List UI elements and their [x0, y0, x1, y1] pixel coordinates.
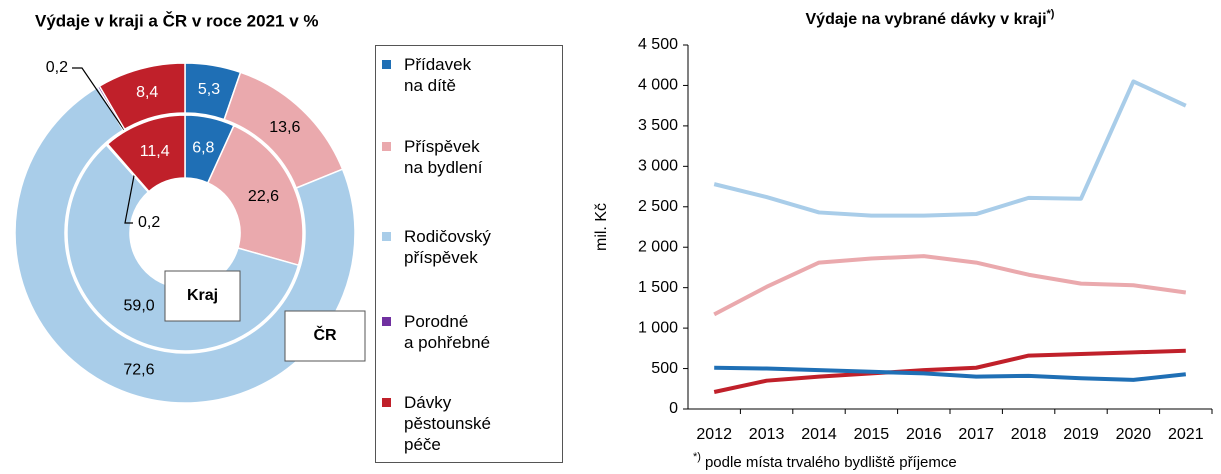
- slice-label: 0,2: [46, 59, 68, 76]
- slice-label: 59,0: [124, 298, 155, 315]
- y-tick-label: 2 000: [638, 238, 678, 255]
- slice-label: 72,6: [123, 362, 154, 379]
- x-tick-label: 2019: [1063, 426, 1099, 443]
- footnote-mark: *): [693, 451, 701, 463]
- x-tick-label: 2012: [696, 426, 732, 443]
- series-name: Kraj: [187, 287, 218, 304]
- slice-label: 5,3: [198, 81, 220, 98]
- legend: Přídavek na dítě Příspěvek na bydlení Rodi…: [375, 45, 563, 463]
- x-tick-label: 2015: [854, 426, 890, 443]
- x-tick-label: 2014: [801, 426, 837, 443]
- series-box: [164, 270, 241, 322]
- line-series: [713, 79, 1187, 218]
- series-name: ČR: [313, 325, 337, 344]
- legend-swatch: [382, 398, 391, 407]
- y-tick-label: 3 500: [638, 117, 678, 134]
- line-series: [713, 254, 1187, 317]
- line-title: Výdaje na vybrané dávky v kraji*): [806, 8, 1055, 28]
- slice-label: 8,4: [136, 84, 158, 101]
- line-series: [714, 365, 1187, 382]
- donut-slice: [14, 86, 356, 404]
- legend-swatch: [382, 142, 391, 151]
- title-mark: *): [1047, 8, 1055, 20]
- y-tick-label: 0: [669, 400, 678, 417]
- footnote: *) podle místa trvalého bydliště příjemce: [693, 451, 957, 471]
- legend-swatch: [382, 232, 391, 241]
- y-tick-label: 3 000: [638, 158, 678, 175]
- y-tick-label: 500: [651, 360, 678, 377]
- legend-swatch: [382, 60, 391, 69]
- y-tick-label: 4 500: [638, 36, 678, 53]
- legend-swatch: [382, 317, 391, 326]
- legend-item: Rodičovský příspěvek: [382, 226, 491, 268]
- donut-title: Výdaje v kraji a ČR v roce 2021 v %: [35, 11, 319, 30]
- legend-label: Příspěvek na bydlení: [404, 137, 483, 177]
- x-tick-label: 2016: [906, 426, 942, 443]
- donut-slice: [98, 62, 186, 131]
- legend-label: Porodné a pohřebné: [404, 312, 491, 352]
- footnote-text: podle místa trvalého bydliště příjemce: [705, 454, 957, 471]
- y-axis-label: mil. Kč: [593, 203, 610, 251]
- y-tick-label: 4 000: [638, 77, 678, 94]
- y-tick-label: 2 500: [638, 198, 678, 215]
- legend-label: Přídavek na dítě: [404, 55, 472, 95]
- slice-label: 0,2: [138, 214, 160, 231]
- legend-item: Porodné a pohřebné: [382, 311, 491, 353]
- x-tick-label: 2013: [749, 426, 785, 443]
- legend-label: Dávky pěstounské péče: [404, 393, 491, 454]
- donut-slice: [206, 124, 304, 267]
- leader-line: [124, 175, 135, 224]
- y-tick-label: 1 000: [638, 319, 678, 336]
- slice-label: 13,6: [269, 119, 300, 136]
- donut-slice: [106, 114, 186, 193]
- slice-label: 6,8: [192, 140, 214, 157]
- x-tick-label: 2021: [1168, 426, 1204, 443]
- line-series: [713, 348, 1186, 394]
- legend-item: Dávky pěstounské péče: [382, 392, 491, 455]
- x-tick-label: 2017: [958, 426, 994, 443]
- legend-label: Rodičovský příspěvek: [404, 227, 491, 267]
- slice-label: 22,6: [248, 188, 279, 205]
- legend-item: Příspěvek na bydlení: [382, 136, 483, 178]
- y-tick-label: 1 500: [638, 279, 678, 296]
- slice-label: 11,4: [140, 143, 170, 160]
- legend-item: Přídavek na dítě: [382, 54, 472, 96]
- series-box: [284, 310, 366, 362]
- x-tick-label: 2020: [1116, 426, 1152, 443]
- leader-line: [72, 67, 125, 131]
- title-text: Výdaje na vybrané dávky v kraji: [806, 11, 1047, 28]
- x-tick-label: 2018: [1011, 426, 1047, 443]
